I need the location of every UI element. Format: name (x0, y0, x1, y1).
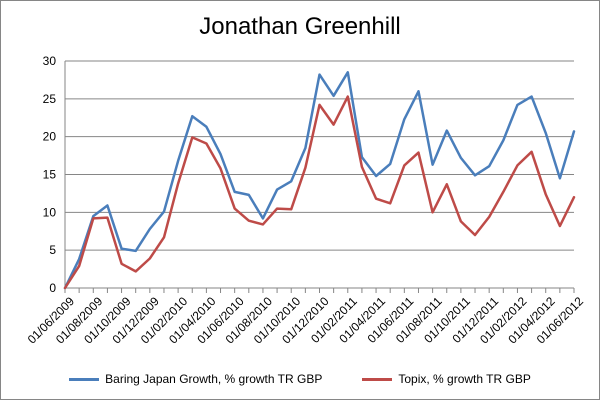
y-tick-label: 0 (49, 281, 56, 295)
series-line-baring (63, 71, 576, 290)
legend-label-topix: Topix, % growth TR GBP (398, 372, 531, 386)
legend-item-topix: Topix, % growth TR GBP (362, 372, 531, 386)
y-tick-label: 20 (43, 130, 57, 144)
legend-swatch-topix (362, 377, 393, 381)
y-tick-label: 15 (43, 168, 57, 182)
chart-title: Jonathan Greenhill (199, 13, 401, 40)
y-tick-label: 10 (43, 205, 57, 219)
legend-label-baring: Baring Japan Growth, % growth TR GBP (105, 372, 323, 386)
series-line-topix (63, 95, 576, 290)
y-tick-label: 30 (43, 54, 57, 68)
legend-item-baring: Baring Japan Growth, % growth TR GBP (69, 372, 322, 386)
y-tick-label: 5 (49, 243, 56, 257)
legend-swatch-baring (69, 377, 100, 381)
legend: Baring Japan Growth, % growth TR GBP Top… (1, 369, 599, 389)
y-tick-label: 25 (43, 92, 57, 106)
